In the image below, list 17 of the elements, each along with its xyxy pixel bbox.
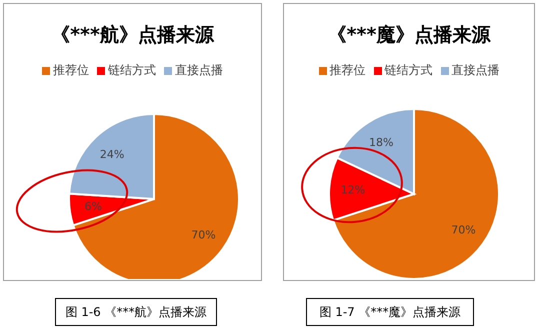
legend-label: 推荐位 <box>328 62 366 79</box>
data-label: 12% <box>340 184 366 197</box>
data-label: 18% <box>368 136 394 149</box>
legend-label: 直接点播 <box>174 62 223 79</box>
pie-slice <box>332 108 500 279</box>
legend-label: 推荐位 <box>52 62 89 79</box>
legend-label: 直接点播 <box>450 62 500 79</box>
data-label: 6% <box>84 200 102 214</box>
caption: 图 1-6 《***航》点播来源 <box>55 298 217 326</box>
chart-title: 《***航》点播来源 <box>50 23 216 48</box>
data-label: 70% <box>451 223 476 236</box>
legend-label: 链结方式 <box>107 62 156 79</box>
chart-title: 《***魔》点播来源 <box>326 23 492 48</box>
data-label: 70% <box>191 228 216 242</box>
data-label: 24% <box>100 148 124 161</box>
legend-label: 链结方式 <box>384 62 432 79</box>
caption: 图 1-7 《***魔》点播来源 <box>306 298 474 326</box>
